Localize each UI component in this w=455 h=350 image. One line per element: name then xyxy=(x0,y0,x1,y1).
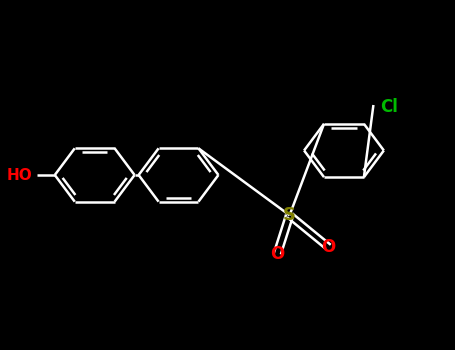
Text: S: S xyxy=(283,206,296,224)
Text: O: O xyxy=(321,238,335,256)
Text: HO: HO xyxy=(7,168,33,182)
Text: Cl: Cl xyxy=(380,98,398,116)
Text: O: O xyxy=(270,245,284,263)
